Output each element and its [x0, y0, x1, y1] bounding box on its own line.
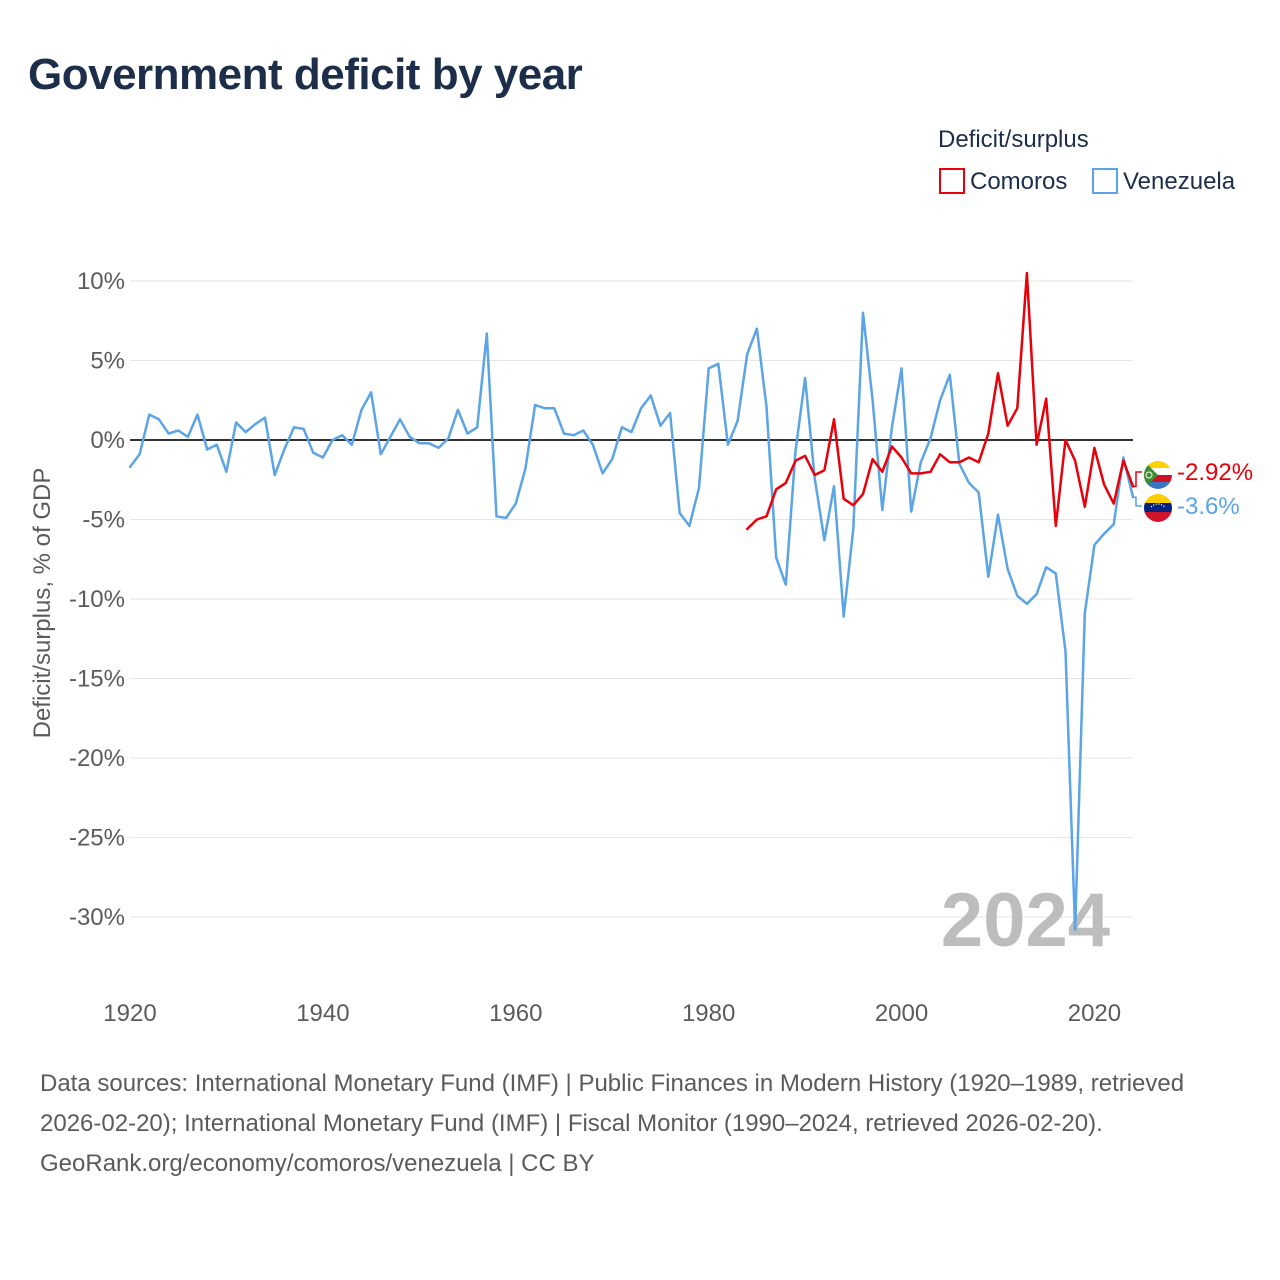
- series-line-comoros[interactable]: [745, 271, 1135, 531]
- x-tick-label: 1920: [103, 1000, 156, 1027]
- credit-link[interactable]: GeoRank.org/economy/comoros/venezuela | …: [40, 1150, 595, 1177]
- legend-label-venezuela: Venezuela: [1123, 168, 1236, 195]
- x-tick-label: 1960: [489, 1000, 542, 1027]
- y-axis-label: Deficit/surplus, % of GDP: [29, 468, 56, 739]
- y-tick-label: -15%: [69, 666, 125, 693]
- end-label-venezuela: -3.6%: [1177, 493, 1240, 520]
- grid: [130, 280, 1133, 918]
- legend-item-venezuela[interactable]: Venezuela: [1092, 168, 1236, 195]
- series-line-venezuela[interactable]: [128, 311, 1135, 931]
- series: [128, 271, 1135, 931]
- end-label-comoros: -2.92%: [1177, 459, 1253, 486]
- y-tick-label: -20%: [69, 745, 125, 772]
- legend-swatch-comoros: [939, 168, 965, 194]
- legend-title: Deficit/surplus: [938, 126, 1089, 153]
- end-label-connector: [1133, 496, 1142, 507]
- y-tick-label: -10%: [69, 586, 125, 613]
- x-tick-label: 2000: [875, 1000, 928, 1027]
- y-tick-label: -25%: [69, 825, 125, 852]
- year-watermark: 2024: [941, 878, 1110, 963]
- x-tick-label: 1940: [296, 1000, 349, 1027]
- y-tick-label: 10%: [77, 268, 125, 295]
- legend-swatch-venezuela: [1092, 168, 1118, 194]
- end-labels: -2.92% -3.6%: [1133, 459, 1253, 520]
- y-tick-label: -5%: [82, 507, 125, 534]
- y-tick-label: -30%: [69, 904, 125, 931]
- x-axis-ticks: 1920 1940 1960 1980 2000 2020: [103, 1000, 1121, 1027]
- y-axis-ticks: 10% 5% 0% -5% -10% -15% -20% -25% -30%: [69, 268, 125, 931]
- end-label-connector: [1133, 471, 1142, 488]
- comoros-flag-icon: [1144, 461, 1172, 489]
- legend-item-comoros[interactable]: Comoros: [939, 168, 1067, 195]
- data-sources: Data sources: International Monetary Fun…: [40, 1070, 1185, 1137]
- venezuela-flag-icon: [1144, 494, 1172, 522]
- legend-label-comoros: Comoros: [970, 168, 1067, 195]
- x-tick-label: 2020: [1068, 1000, 1121, 1027]
- footer: Data sources: International Monetary Fun…: [40, 1064, 1240, 1184]
- y-tick-label: 5%: [90, 348, 125, 375]
- chart-title: Government deficit by year: [28, 50, 583, 99]
- x-tick-label: 1980: [682, 1000, 735, 1027]
- y-tick-label: 0%: [90, 427, 125, 454]
